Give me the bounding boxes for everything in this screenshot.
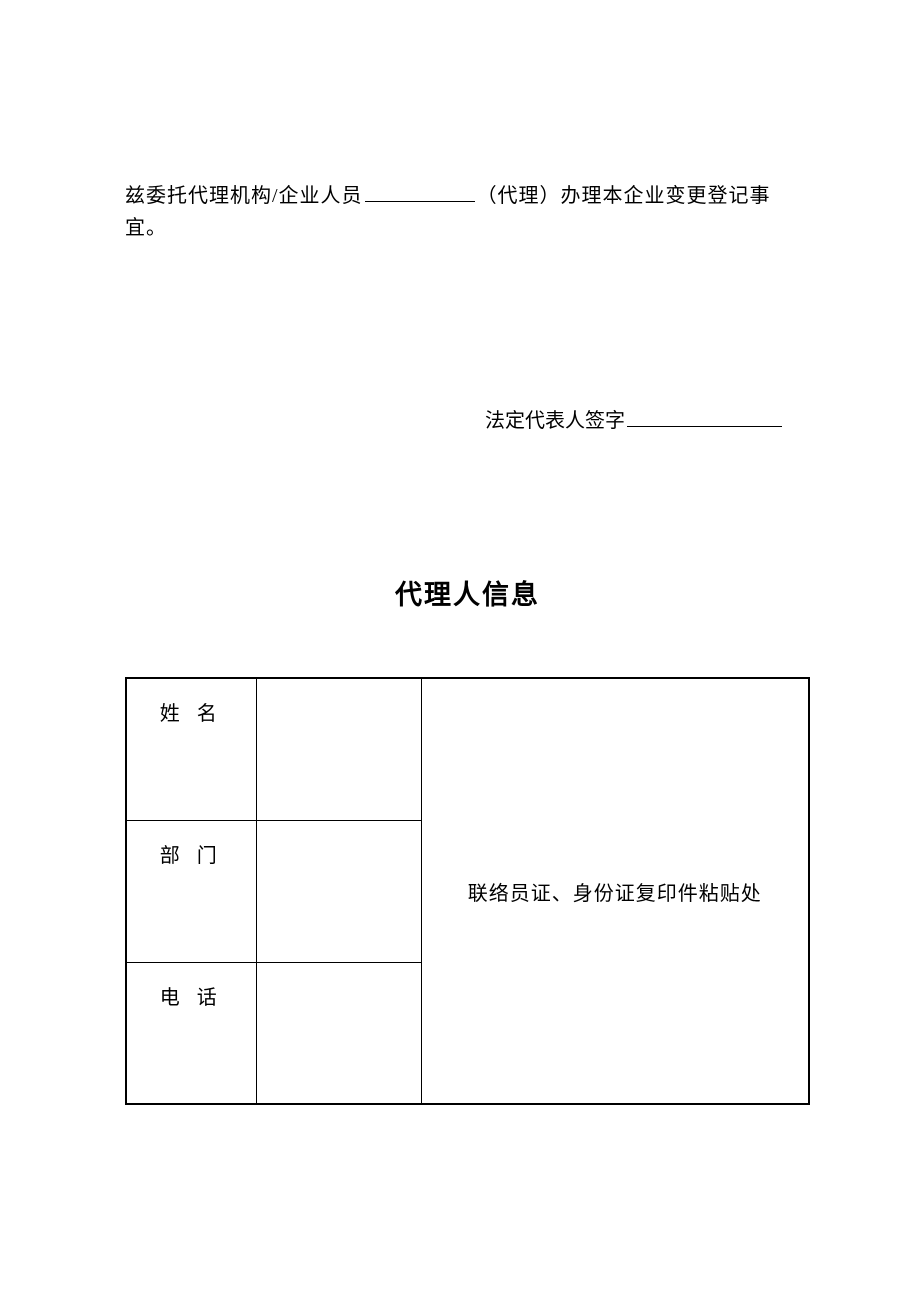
agent-info-table: 姓 名 联络员证、身份证复印件粘贴处 部 门 电 话 bbox=[125, 677, 810, 1105]
signature-label: 法定代表人签字 bbox=[485, 410, 625, 432]
statement-prefix: 兹委托代理机构/企业人员 bbox=[125, 185, 363, 207]
name-value[interactable] bbox=[256, 678, 421, 820]
department-value[interactable] bbox=[256, 820, 421, 962]
name-label: 姓 名 bbox=[126, 678, 256, 820]
phone-label: 电 话 bbox=[126, 962, 256, 1104]
department-label: 部 门 bbox=[126, 820, 256, 962]
attachment-area: 联络员证、身份证复印件粘贴处 bbox=[421, 678, 809, 1104]
agent-name-blank[interactable] bbox=[365, 182, 475, 202]
signature-section: 法定代表人签字 bbox=[125, 404, 810, 433]
phone-value[interactable] bbox=[256, 962, 421, 1104]
signature-blank[interactable] bbox=[627, 407, 782, 427]
document-page: 兹委托代理机构/企业人员（代理）办理本企业变更登记事宜。 法定代表人签字 代理人… bbox=[0, 0, 920, 1105]
authorization-statement: 兹委托代理机构/企业人员（代理）办理本企业变更登记事宜。 bbox=[125, 180, 810, 244]
section-title: 代理人信息 bbox=[125, 573, 810, 612]
table-row: 姓 名 联络员证、身份证复印件粘贴处 bbox=[126, 678, 809, 820]
